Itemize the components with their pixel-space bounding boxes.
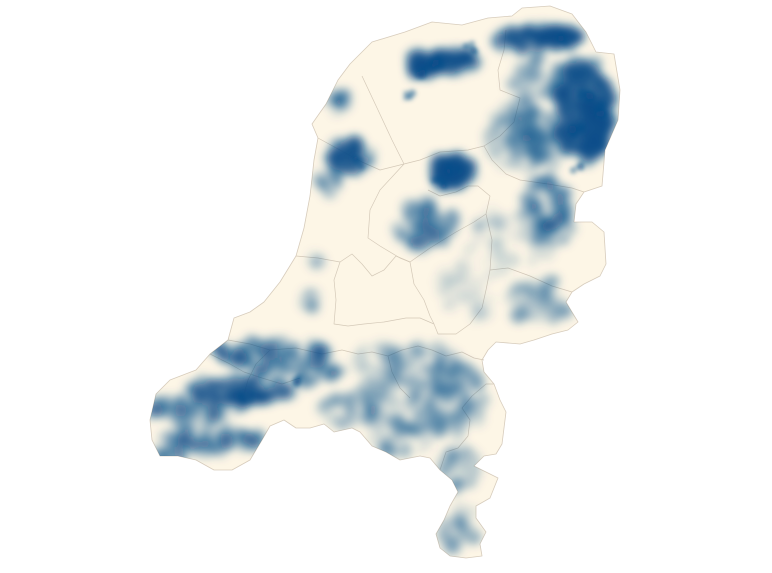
density-heatmap [150, 21, 620, 557]
density-heatmap-core [237, 32, 609, 404]
